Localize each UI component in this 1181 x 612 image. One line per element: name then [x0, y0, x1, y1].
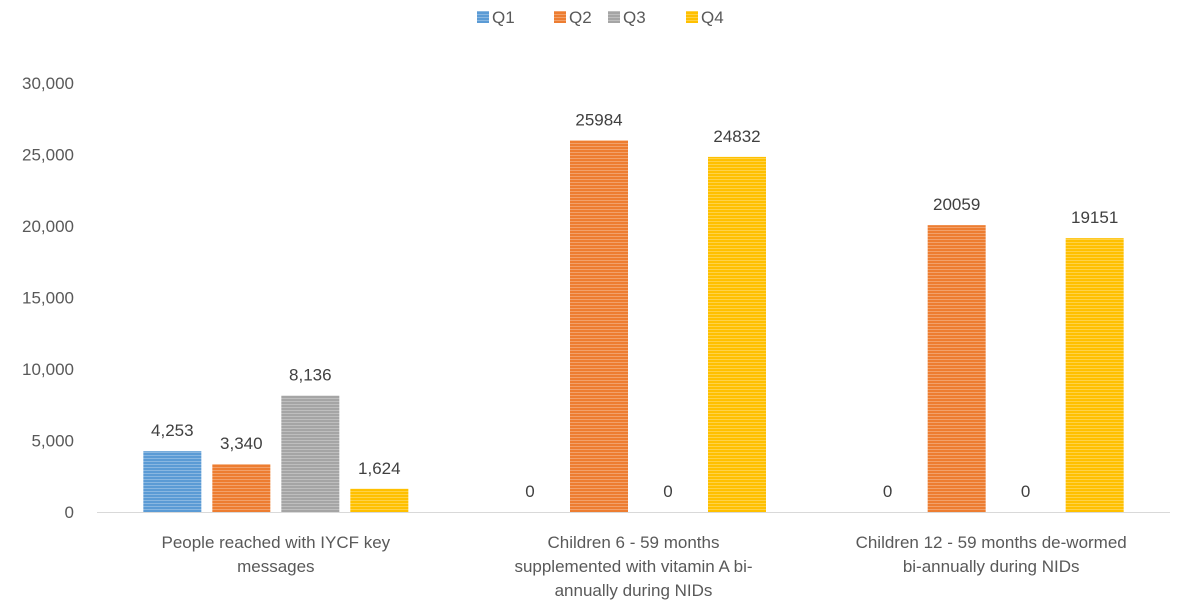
legend-swatch-q3: [608, 11, 620, 23]
y-tick-label: 0: [65, 503, 74, 522]
category-label: messages: [237, 557, 314, 576]
y-tick-label: 25,000: [22, 146, 74, 165]
data-label: 0: [883, 482, 892, 501]
plot-area: 4,253 3,340 8,136 1,624 0 25984 0 24832 0 20059 0 1…: [143, 110, 1124, 513]
category-label: Children 6 - 59 months: [548, 533, 720, 552]
y-tick-label: 10,000: [22, 360, 74, 379]
legend-swatch-q2: [554, 11, 566, 23]
data-label: 3,340: [220, 434, 263, 453]
data-label: 0: [1021, 482, 1030, 501]
data-label: 1,624: [358, 459, 401, 478]
bar-q1: [143, 451, 202, 512]
y-tick-label: 15,000: [22, 289, 74, 308]
data-label: 0: [663, 482, 672, 501]
category-label: bi-annually during NIDs: [903, 557, 1080, 576]
legend-label-q1: Q1: [492, 8, 515, 27]
legend-label-q3: Q3: [623, 8, 646, 27]
legend-swatch-q1: [477, 11, 489, 23]
bar-q4: [350, 488, 409, 512]
legend: Q1 Q2 Q3 Q4: [477, 8, 724, 27]
data-label: 4,253: [151, 421, 194, 440]
data-label: 20059: [933, 195, 980, 214]
category-label: People reached with IYCF key: [161, 533, 390, 552]
y-tick-label: 30,000: [22, 74, 74, 93]
legend-swatch-q4: [686, 11, 698, 23]
y-tick-label: 20,000: [22, 217, 74, 236]
bar-q4: [1065, 238, 1124, 513]
bar-q4: [708, 156, 766, 512]
bar-q2: [212, 464, 271, 512]
legend-label-q2: Q2: [569, 8, 592, 27]
y-tick-label: 5,000: [31, 432, 74, 451]
legend-label-q4: Q4: [701, 8, 724, 27]
data-label: 19151: [1071, 208, 1118, 227]
category-label: annually during NIDs: [555, 581, 713, 600]
data-label: 8,136: [289, 366, 332, 385]
category-label: supplemented with vitamin A bi-: [514, 557, 752, 576]
category-label: Children 12 - 59 months de-wormed: [856, 533, 1127, 552]
x-axis: People reached with IYCF key messages Chil…: [97, 512, 1170, 600]
data-label: 25984: [575, 110, 622, 129]
data-label: 24832: [713, 127, 760, 146]
bar-q3: [281, 395, 340, 512]
y-axis: 0 5,000 10,000 15,000 20,000 25,000 30,000: [22, 74, 74, 522]
bar-q2: [570, 140, 628, 512]
data-label: 0: [525, 482, 534, 501]
bar-q2: [927, 225, 986, 512]
